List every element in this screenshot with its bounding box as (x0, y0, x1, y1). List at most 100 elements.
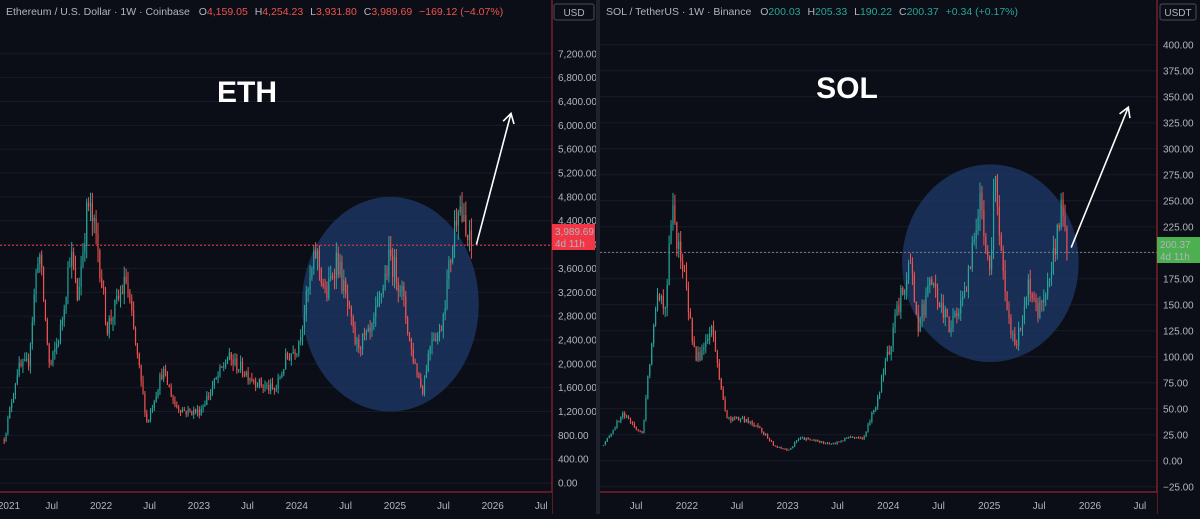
eth-candle-body (249, 378, 251, 381)
sol-candle-body (983, 210, 985, 237)
eth-candle-body (164, 368, 167, 373)
panel-divider[interactable] (596, 0, 600, 514)
sol-y-tick-label: 275.00 (1163, 170, 1194, 181)
eth-candle-body (412, 348, 414, 363)
eth-candle-body (333, 277, 336, 279)
sol-candle-body (774, 445, 776, 447)
eth-candle-body (328, 278, 330, 299)
eth-candle-body (59, 324, 62, 343)
sol-y-tick-label: 325.00 (1163, 118, 1194, 129)
sol-candle-body (1048, 278, 1051, 281)
sol-close-label: C (899, 6, 907, 18)
sol-open: 200.03 (768, 6, 800, 18)
eth-highlight-circle (301, 196, 479, 412)
sol-candle-body (699, 351, 701, 361)
sol-candle-body (712, 326, 715, 338)
eth-candle-body (367, 327, 369, 332)
sol-candle-body (676, 222, 678, 249)
eth-arrow (475, 113, 512, 245)
eth-candle-body (313, 250, 315, 269)
eth-candle-body (146, 413, 148, 422)
eth-candle-body (153, 401, 155, 409)
sol-time-axis[interactable]: Jul 2022 Jul 2023 Jul 2024 Jul 2025 Jul 2026 Jul (600, 491, 1157, 514)
eth-candle-body (467, 234, 469, 240)
sol-candle-body (739, 418, 742, 421)
sol-candle-body (975, 230, 977, 240)
sol-candle-body (1035, 299, 1037, 304)
eth-candle-body (104, 288, 107, 323)
eth-currency-button[interactable]: USD (553, 3, 595, 21)
sol-candle-body (933, 283, 935, 286)
sol-candle-body (683, 271, 686, 273)
sol-currency-button[interactable]: USDT (1159, 3, 1197, 21)
eth-y-tick-label: 2,800.00 (558, 312, 597, 323)
sol-candle-body (1012, 334, 1014, 336)
eth-x-tick-label: 2024 (286, 501, 309, 512)
sol-candle-body (1043, 298, 1045, 303)
sol-candle-body (766, 434, 769, 439)
eth-y-tick-label: 4,800.00 (558, 192, 597, 203)
sol-candle-body (772, 441, 774, 446)
eth-y-tick-label: 400.00 (558, 455, 589, 466)
sol-candle-body (672, 205, 674, 225)
sol-candle-body (907, 262, 910, 281)
eth-candle-body (57, 342, 60, 344)
eth-y-tick-label: 4,400.00 (558, 216, 597, 227)
eth-currency-label[interactable]: USD (563, 8, 584, 19)
eth-candle-body (330, 275, 332, 279)
sol-candle-body (795, 440, 798, 443)
eth-candle-body (69, 266, 71, 268)
sol-candle-body (682, 261, 684, 272)
sol-candle-body (788, 449, 790, 451)
sol-x-tick-label: 2023 (776, 501, 799, 512)
sol-currency-box[interactable] (1159, 3, 1197, 21)
eth-candle-body (91, 203, 93, 222)
sol-candle-body (732, 417, 734, 422)
eth-candle-body (16, 375, 18, 384)
sol-candle-body (1062, 199, 1064, 216)
eth-candle-body (22, 361, 24, 367)
sol-candle-body (859, 437, 861, 439)
sol-y-tick-label: 350.00 (1163, 92, 1194, 103)
sol-big-label: SOL (816, 72, 878, 105)
eth-candle-body (3, 439, 5, 442)
sol-candle-body (898, 305, 900, 312)
eth-y-tick-label: 6,400.00 (558, 97, 597, 108)
sol-candle-body (938, 302, 941, 308)
eth-candle-body (271, 383, 274, 388)
eth-candle-body (270, 383, 272, 391)
eth-candle-body (189, 409, 191, 411)
sol-x-tick-label: Jul (831, 501, 844, 512)
eth-currency-box[interactable] (553, 3, 595, 21)
sol-candle-body (612, 430, 614, 434)
eth-candle-body (326, 287, 328, 299)
sol-candle-body (942, 302, 944, 318)
sol-candle-body (620, 416, 622, 422)
sol-candle-body (991, 249, 993, 270)
sol-candle-body (823, 441, 825, 444)
sol-x-tick-label: Jul (932, 501, 945, 512)
sol-candle-body (618, 421, 620, 423)
eth-price-axis[interactable]: 0.00 400.00 800.00 1,200.00 1,600.00 2,000.00… (551, 0, 597, 514)
sol-currency-label[interactable]: USDT (1164, 8, 1191, 19)
eth-candle-body (339, 262, 341, 275)
eth-candle-body (253, 380, 255, 382)
eth-x-tick-label: Jul (535, 501, 548, 512)
eth-candle-body (9, 407, 11, 418)
sol-candle-body (647, 375, 649, 399)
sol-candle-body (724, 399, 726, 411)
eth-time-axis[interactable]: 2021 Jul 2022 Jul 2023 Jul 2024 Jul 2025 Jul 2026 J… (0, 491, 552, 514)
eth-candle-body (420, 378, 422, 387)
eth-candle-body (46, 319, 48, 344)
eth-candle-body (273, 387, 275, 390)
sol-candle-body (867, 424, 869, 432)
sol-candle-body (680, 241, 682, 262)
sol-candle-body (877, 397, 879, 408)
sol-candle-body (834, 443, 836, 445)
eth-candle-body (382, 287, 384, 294)
sol-y-tick-label: 75.00 (1163, 378, 1188, 389)
eth-candle-body (116, 295, 118, 300)
eth-candle-body (148, 419, 150, 422)
eth-candle-body (450, 260, 452, 263)
eth-candle-body (88, 202, 90, 207)
